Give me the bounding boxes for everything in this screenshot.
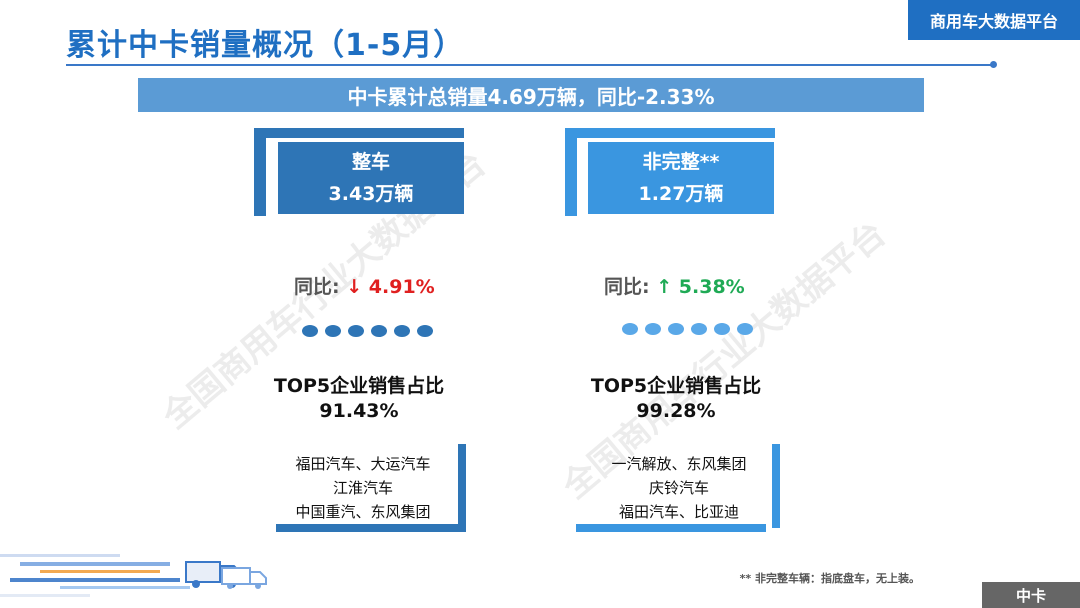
right-top5-value: 99.28%	[636, 400, 716, 422]
right-yoy-value: 5.38%	[678, 276, 745, 298]
right-top5: TOP5企业销售占比 99.28%	[546, 374, 806, 424]
truck-speed-graphic	[0, 554, 267, 597]
left-firm-frame-bottom	[276, 524, 466, 532]
left-category-box: 整车 3.43万辆	[278, 142, 464, 214]
left-yoy-value: 4.91%	[368, 276, 435, 298]
right-firm-frame-side	[772, 444, 780, 528]
right-yoy-label: 同比:	[604, 276, 650, 298]
left-yoy: 同比: ↓ 4.91%	[294, 272, 435, 299]
right-box-frame-top	[565, 128, 775, 138]
right-firm-list: 一汽解放、东风集团 庆铃汽车 福田汽车、比亚迪	[594, 452, 764, 524]
summary-banner: 中卡累计总销量4.69万辆，同比-2.33%	[138, 78, 924, 112]
corner-tag: 中卡	[982, 582, 1080, 608]
right-category-label: 非完整**	[642, 151, 720, 173]
truck-icon	[221, 567, 267, 589]
right-yoy: 同比: ↑ 5.38%	[604, 272, 745, 299]
page-title: 累计中卡销量概况（1-5月）	[66, 28, 465, 63]
left-dots-divider	[302, 325, 433, 337]
left-top5-label: TOP5企业销售占比	[273, 375, 445, 397]
brand-badge: 商用车大数据平台	[908, 0, 1080, 40]
right-category-volume: 1.27万辆	[638, 183, 724, 205]
down-arrow-icon: ↓	[346, 276, 363, 298]
right-dots-divider	[622, 323, 753, 335]
left-top5-value: 91.43%	[319, 400, 399, 422]
list-item: 福田汽车、比亚迪	[618, 503, 739, 521]
left-category-label: 整车	[351, 151, 390, 173]
left-top5: TOP5企业销售占比 91.43%	[229, 374, 489, 424]
left-category-volume: 3.43万辆	[328, 183, 414, 205]
right-firm-frame-bottom	[576, 524, 766, 532]
list-item: 一汽解放、东风集团	[611, 455, 747, 473]
title-divider-dot	[990, 61, 997, 68]
list-item: 福田汽车、大运汽车	[295, 455, 431, 473]
left-firm-frame-side	[458, 444, 466, 528]
right-category-box: 非完整** 1.27万辆	[588, 142, 774, 214]
list-item: 江淮汽车	[332, 479, 393, 497]
right-box-frame-side	[565, 128, 577, 216]
footnote: ** 非完整车辆：指底盘车，无上装。	[739, 572, 920, 585]
right-top5-label: TOP5企业销售占比	[590, 375, 762, 397]
left-yoy-label: 同比:	[294, 276, 340, 298]
title-divider	[66, 64, 994, 66]
left-box-frame-side	[254, 128, 266, 216]
left-box-frame-top	[254, 128, 464, 138]
left-firm-list: 福田汽车、大运汽车 江淮汽车 中国重汽、东风集团	[278, 452, 448, 524]
up-arrow-icon: ↑	[656, 276, 673, 298]
list-item: 庆铃汽车	[648, 479, 709, 497]
list-item: 中国重汽、东风集团	[295, 503, 431, 521]
